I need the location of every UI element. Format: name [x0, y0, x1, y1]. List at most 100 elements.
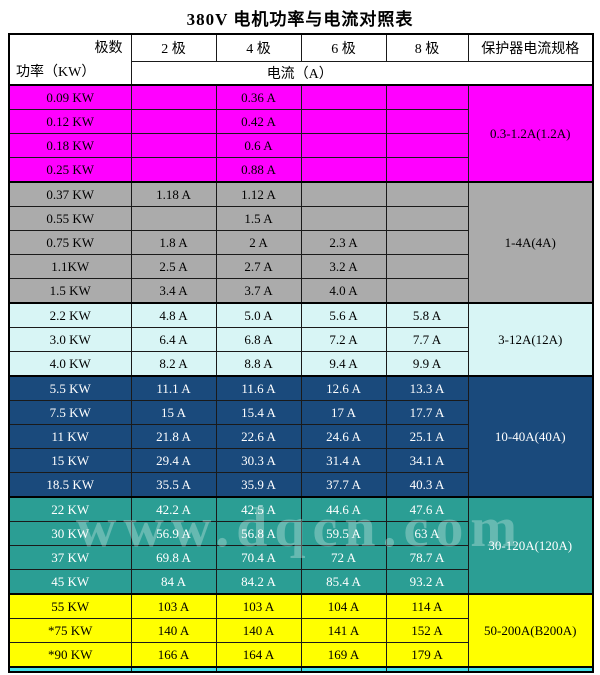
cutoff-cell — [467, 666, 594, 673]
current-cell: 2 A — [215, 230, 302, 255]
table-row: 5.5 KW 11.1 A 11.6 A 12.6 A 13.3 A 10-40A(40A… — [8, 375, 594, 498]
current-cell: 2.7 A — [215, 254, 302, 279]
table-row: 37 KW 69.8 A 70.4 A 72 A 78.7 A — [8, 545, 593, 570]
current-cell: 17.7 A — [385, 400, 469, 425]
page-title: 380V 电机功率与电流对照表 — [186, 10, 414, 29]
protector-range-cell: 0.3-1.2A(1.2A) — [467, 84, 594, 183]
table-header: 极数 功率（KW） 2 极 4 极 6 极 8 极 保护器电流规格 电流（A） — [8, 33, 594, 86]
table-row: 30 KW 56.9 A 56.8 A 59.5 A 63 A — [8, 521, 593, 546]
power-cell: 1.1KW — [8, 254, 132, 279]
header-row-poles: 极数 功率（KW） 2 极 4 极 6 极 8 极 保护器电流规格 — [8, 33, 594, 86]
current-cell: 15.4 A — [215, 400, 302, 425]
power-cell: 0.25 KW — [8, 157, 132, 183]
current-cell: 56.8 A — [215, 521, 302, 546]
power-cell: 0.37 KW — [8, 181, 132, 207]
current-cell: 17 A — [300, 400, 387, 425]
table-row: 0.37 KW 1.18 A 1.12 A 1-4A(4A) — [8, 181, 594, 304]
power-current-table: 极数 功率（KW） 2 极 4 极 6 极 8 极 保护器电流规格 电流（A） … — [8, 33, 594, 673]
current-cell: 103 A — [130, 593, 217, 619]
current-cell: 5.6 A — [300, 302, 387, 328]
current-cell: 9.9 A — [385, 351, 469, 377]
protector-range-cell: 1-4A(4A) — [467, 181, 594, 304]
power-cell: 4.0 KW — [8, 351, 132, 377]
current-cell: 21.8 A — [130, 424, 217, 449]
corner-label-power: 功率（KW） — [16, 65, 96, 80]
table-row: 45 KW 84 A 84.2 A 85.4 A 93.2 A — [8, 569, 593, 595]
table-row: 0.12 KW 0.42 A — [8, 109, 593, 134]
cutoff-cell — [130, 666, 217, 673]
power-cell: 37 KW — [8, 545, 132, 570]
current-cell: 5.8 A — [385, 302, 469, 328]
current-cell — [300, 157, 387, 183]
power-cell: 15 KW — [8, 448, 132, 473]
current-cell: 3.4 A — [130, 278, 217, 304]
current-cell: 2.3 A — [300, 230, 387, 255]
current-cell — [300, 206, 387, 231]
current-cell: 141 A — [300, 618, 387, 643]
current-cell: 6.8 A — [215, 327, 302, 352]
current-cell — [130, 157, 217, 183]
power-cell: *75 KW — [8, 618, 132, 643]
current-cell: 24.6 A — [300, 424, 387, 449]
power-cell: 7.5 KW — [8, 400, 132, 425]
current-cell: 0.36 A — [215, 84, 302, 110]
cutoff-next-section-row — [8, 666, 594, 673]
table-row: 1.5 KW 3.4 A 3.7 A 4.0 A — [8, 278, 593, 304]
table-row: *90 KW 166 A 164 A 169 A 179 A — [8, 642, 593, 668]
power-cell: 0.55 KW — [8, 206, 132, 231]
current-cell: 166 A — [130, 642, 217, 668]
current-cell: 11.1 A — [130, 375, 217, 401]
current-cell: 11.6 A — [215, 375, 302, 401]
power-cell: 0.09 KW — [8, 84, 132, 110]
power-cell: 0.75 KW — [8, 230, 132, 255]
current-cell — [130, 133, 217, 158]
table-row: 3.0 KW 6.4 A 6.8 A 7.2 A 7.7 A — [8, 327, 593, 352]
current-cell: 5.0 A — [215, 302, 302, 328]
table-row: 18.5 KW 35.5 A 35.9 A 37.7 A 40.3 A — [8, 472, 593, 498]
power-cell: 11 KW — [8, 424, 132, 449]
header-empty-cell — [468, 60, 594, 86]
table-row: 0.25 KW 0.88 A — [8, 157, 593, 183]
header-6-pole: 6 极 — [300, 33, 387, 62]
current-cell — [130, 84, 217, 110]
current-cell: 0.6 A — [215, 133, 302, 158]
current-cell: 179 A — [385, 642, 469, 668]
current-cell: 2.5 A — [130, 254, 217, 279]
current-cell: 93.2 A — [385, 569, 469, 595]
current-cell: 104 A — [300, 593, 387, 619]
current-cell: 35.5 A — [130, 472, 217, 498]
corner-header-cell: 极数 功率（KW） — [8, 33, 132, 86]
current-cell: 34.1 A — [385, 448, 469, 473]
current-cell: 25.1 A — [385, 424, 469, 449]
power-cell: 30 KW — [8, 521, 132, 546]
current-cell — [385, 84, 469, 110]
current-cell: 84.2 A — [215, 569, 302, 595]
protector-range-cell: 3-12A(12A) — [467, 302, 594, 377]
current-cell: 37.7 A — [300, 472, 387, 498]
table-row: 11 KW 21.8 A 22.6 A 24.6 A 25.1 A — [8, 424, 593, 449]
current-cell: 63 A — [385, 521, 469, 546]
current-cell: 1.5 A — [215, 206, 302, 231]
protector-range-cell: 10-40A(40A) — [467, 375, 594, 498]
header-protector-spec: 保护器电流规格 — [467, 33, 594, 62]
current-cell: 114 A — [385, 593, 469, 619]
current-cell: 12.6 A — [300, 375, 387, 401]
power-cell: 55 KW — [8, 593, 132, 619]
table-row: 15 KW 29.4 A 30.3 A 31.4 A 34.1 A — [8, 448, 593, 473]
protector-range-cell: 50-200A(B200A) — [467, 593, 594, 668]
current-cell: 4.0 A — [300, 278, 387, 304]
current-cell: 84 A — [130, 569, 217, 595]
current-cell — [385, 157, 469, 183]
header-2-pole: 2 极 — [130, 33, 217, 62]
current-cell: 40.3 A — [385, 472, 469, 498]
current-cell — [300, 84, 387, 110]
current-cell: 8.2 A — [130, 351, 217, 377]
power-cell: *90 KW — [8, 642, 132, 668]
current-cell: 13.3 A — [385, 375, 469, 401]
current-cell — [130, 109, 217, 134]
current-cell: 15 A — [130, 400, 217, 425]
current-cell: 31.4 A — [300, 448, 387, 473]
current-cell: 42.2 A — [130, 496, 217, 522]
table-row: 0.09 KW 0.36 A 0.3-1.2A(1.2A) — [8, 84, 594, 183]
current-cell: 3.7 A — [215, 278, 302, 304]
